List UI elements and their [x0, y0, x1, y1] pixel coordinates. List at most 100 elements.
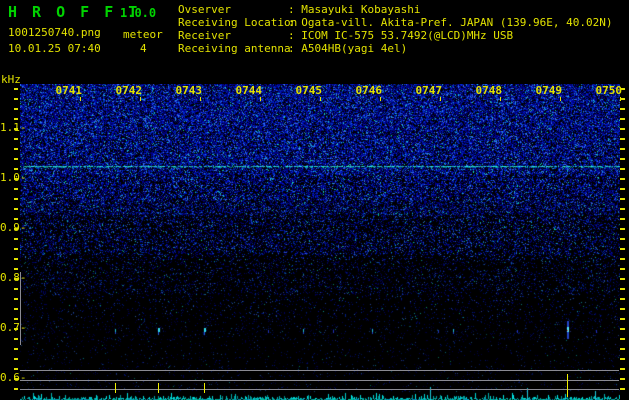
freq-minor-tick-right [620, 208, 625, 210]
freq-minor-tick-right [620, 188, 625, 190]
freq-minor-tick-right [620, 198, 625, 200]
freq-minor-tick-right [620, 358, 625, 360]
freq-minor-tick-left [14, 228, 18, 230]
freq-minor-tick-left [14, 158, 18, 160]
freq-minor-tick-right [620, 368, 625, 370]
time-tick-label: 0742 [115, 84, 143, 97]
freq-minor-tick-right [620, 338, 625, 340]
time-tick-label: 0741 [55, 84, 83, 97]
freq-minor-tick-left [14, 368, 18, 370]
app-title: H R O F F T [8, 3, 141, 21]
freq-minor-tick-left [14, 128, 18, 130]
freq-minor-tick-left [14, 318, 18, 320]
freq-minor-tick-left [14, 348, 18, 350]
app-version: 1.0.0 [120, 6, 157, 20]
record-datetime: 10.01.25 07:40 [8, 42, 101, 55]
info-row-location: Receiving Location: Ogata-vill. Akita-Pr… [178, 16, 613, 29]
freq-minor-tick-left [14, 328, 18, 330]
left-edge-vline [20, 272, 21, 345]
meteor-event-marker-major [567, 374, 568, 397]
meteor-count: 4 [140, 42, 147, 55]
time-tick [320, 97, 321, 101]
freq-tick-label: 0.7- [0, 322, 27, 333]
freq-minor-tick-left [14, 218, 18, 220]
freq-minor-tick-right [620, 378, 625, 380]
time-tick [560, 97, 561, 101]
freq-minor-tick-left [14, 268, 18, 270]
meteor-event-marker [158, 383, 159, 393]
freq-minor-tick-right [620, 148, 625, 150]
time-tick [200, 97, 201, 101]
freq-minor-tick-left [14, 358, 18, 360]
freq-minor-tick-right [620, 128, 625, 130]
freq-minor-tick-right [620, 308, 625, 310]
freq-tick-label: 0.9- [0, 222, 27, 233]
freq-minor-tick-left [14, 308, 18, 310]
freq-tick-label: 1.0- [0, 172, 27, 183]
time-tick [620, 97, 621, 101]
time-tick [80, 97, 81, 101]
freq-minor-tick-left [14, 208, 18, 210]
freq-minor-tick-right [620, 388, 625, 390]
info-label: Receiver [178, 29, 231, 42]
mode-label: meteor [123, 28, 163, 41]
freq-minor-tick-right [620, 348, 625, 350]
time-tick [440, 97, 441, 101]
info-row-observer: Ovserver: Masayuki Kobayashi [178, 3, 420, 16]
meteor-event-marker [115, 383, 116, 393]
output-filename: 1001250740.png [8, 26, 101, 39]
freq-minor-tick-left [14, 388, 18, 390]
freq-minor-tick-left [14, 258, 18, 260]
long-echo-hline [20, 380, 619, 381]
time-tick [380, 97, 381, 101]
time-tick-label: 0745 [295, 84, 323, 97]
freq-minor-tick-right [620, 98, 625, 100]
freq-minor-tick-left [14, 278, 18, 280]
time-tick-label: 0744 [235, 84, 263, 97]
freq-tick-label: 0.6- [0, 372, 27, 383]
info-row-antenna: Receiving antenna: A504HB(yagi 4el) [178, 42, 407, 55]
freq-minor-tick-right [620, 158, 625, 160]
freq-minor-tick-right [620, 178, 625, 180]
freq-minor-tick-right [620, 88, 625, 90]
freq-minor-tick-left [14, 378, 18, 380]
freq-minor-tick-right [620, 218, 625, 220]
freq-minor-tick-right [620, 278, 625, 280]
freq-minor-tick-right [620, 298, 625, 300]
info-value: Ogata-vill. Akita-Pref. JAPAN (139.96E, … [301, 16, 613, 29]
freq-minor-tick-left [14, 178, 18, 180]
info-label: Receiving antenna [178, 42, 291, 55]
freq-minor-tick-left [14, 238, 18, 240]
info-sep: : [288, 42, 302, 55]
info-sep: : [288, 16, 302, 29]
freq-minor-tick-right [620, 138, 625, 140]
freq-minor-tick-left [14, 98, 18, 100]
freq-tick-label: 1.1- [0, 122, 27, 133]
freq-minor-tick-right [620, 268, 625, 270]
time-tick-label: 0747 [415, 84, 443, 97]
freq-minor-tick-left [14, 188, 18, 190]
time-tick [140, 97, 141, 101]
time-tick-label: 0743 [175, 84, 203, 97]
freq-minor-tick-right [620, 118, 625, 120]
freq-minor-tick-left [14, 198, 18, 200]
freq-minor-tick-left [14, 338, 18, 340]
freq-minor-tick-right [620, 168, 625, 170]
info-sep: : [288, 3, 302, 16]
long-echo-hline [20, 370, 619, 371]
freq-minor-tick-right [620, 248, 625, 250]
time-tick-label: 0748 [475, 84, 503, 97]
info-sep: : [288, 29, 302, 42]
freq-minor-tick-left [14, 88, 18, 90]
freq-minor-tick-left [14, 168, 18, 170]
freq-minor-tick-right [620, 328, 625, 330]
time-tick-label: 0750 [595, 84, 623, 97]
time-tick-label: 0749 [535, 84, 563, 97]
freq-tick-label: 0.8- [0, 272, 27, 283]
freq-axis-unit: kHz [1, 73, 21, 86]
time-tick-label: 0746 [355, 84, 383, 97]
freq-minor-tick-right [620, 108, 625, 110]
freq-minor-tick-left [14, 118, 18, 120]
freq-minor-tick-left [14, 138, 18, 140]
